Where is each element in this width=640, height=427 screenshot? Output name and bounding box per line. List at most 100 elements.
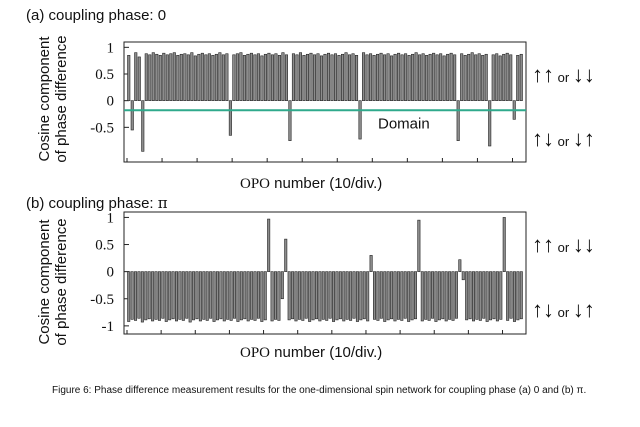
panel-a-bar bbox=[312, 54, 317, 101]
panel-b-bar bbox=[164, 271, 168, 322]
panel-a-bar bbox=[211, 55, 215, 101]
panel-b-bar bbox=[499, 271, 503, 320]
panel-b-bar bbox=[441, 271, 445, 320]
panel-a-bar bbox=[519, 53, 523, 101]
panel-a-xlabel-prefix: OPO bbox=[240, 176, 271, 192]
panel-a-bar bbox=[463, 55, 467, 101]
panel-b-bar bbox=[157, 271, 161, 321]
panel-b-bar bbox=[168, 271, 172, 321]
panel-b-bar bbox=[233, 271, 237, 319]
panel-b-title-prefix: (b) coupling phase: bbox=[26, 195, 158, 212]
panel-b-bar bbox=[413, 271, 417, 320]
panel-a-bar bbox=[221, 54, 225, 101]
panel-a-bar bbox=[305, 53, 310, 101]
up-up-arrows-icon: ↑↑ bbox=[532, 62, 554, 87]
panel-b-bar bbox=[475, 271, 479, 320]
panel-a-bar bbox=[397, 52, 401, 101]
panel-a-bar bbox=[141, 100, 145, 152]
panel-b-bar bbox=[451, 271, 455, 321]
panel-a-bar bbox=[372, 55, 376, 101]
panel-a-bar bbox=[263, 53, 267, 101]
panel-a-bar bbox=[351, 53, 355, 101]
panel-b-bar bbox=[311, 271, 315, 321]
panel-a-xlabel: OPO number (10/div.) bbox=[240, 175, 382, 193]
panel-b-bar bbox=[468, 271, 472, 320]
panel-a-bar bbox=[134, 52, 138, 101]
panel-a-bar bbox=[190, 52, 194, 101]
panel-a-bar bbox=[270, 54, 274, 101]
panel-a-bar bbox=[323, 53, 327, 101]
panel-b-bar bbox=[420, 271, 424, 322]
panel-a-bar bbox=[186, 54, 190, 101]
panel-b-bar bbox=[256, 271, 260, 319]
panel-b-bar bbox=[321, 271, 325, 320]
panel-a-bar bbox=[421, 53, 425, 101]
panel-b-bar bbox=[284, 238, 288, 272]
panel-a-bar bbox=[467, 53, 471, 101]
panel-a-bar bbox=[358, 100, 362, 140]
panel-b-bar bbox=[287, 271, 291, 321]
panel-a-bar bbox=[400, 54, 404, 101]
panel-b-bar bbox=[274, 271, 277, 320]
panel-b-ytick-label: -1 bbox=[102, 319, 115, 335]
panel-b-bar bbox=[454, 271, 458, 319]
panel-a-bar bbox=[137, 56, 141, 101]
panel-a-spin-parallel: ↑↑ or ↓↓ bbox=[532, 62, 595, 88]
down-up-arrows-icon: ↓↑ bbox=[572, 126, 595, 151]
panel-b-bar bbox=[386, 271, 390, 321]
panel-a-bar bbox=[491, 54, 495, 101]
panel-a-bar bbox=[355, 55, 359, 101]
panel-b-bar bbox=[154, 271, 158, 320]
panel-b-bar bbox=[437, 271, 441, 321]
panel-b-xlabel-suffix: number (10/div.) bbox=[270, 344, 383, 361]
panel-a-bar bbox=[481, 55, 485, 101]
or-label: or bbox=[557, 240, 570, 255]
panel-b-spin-parallel: ↑↑ or ↓↓ bbox=[532, 232, 595, 258]
panel-b-bar bbox=[345, 271, 349, 320]
panel-b-bar bbox=[325, 271, 329, 321]
panel-b-bar bbox=[209, 271, 213, 319]
panel-a-bar bbox=[165, 54, 169, 101]
panel-b-bar bbox=[127, 271, 131, 322]
panel-b-bar bbox=[144, 271, 148, 321]
panel-a-bar bbox=[365, 54, 369, 101]
panel-b-bar bbox=[185, 271, 189, 319]
panel-b-bar bbox=[181, 271, 185, 321]
panel-b-bar bbox=[502, 217, 506, 272]
panel-a-ytick-label: 0.5 bbox=[95, 67, 114, 83]
panel-b-ytick-label: 0.5 bbox=[95, 238, 114, 254]
panel-b-bar bbox=[246, 271, 250, 322]
panel-b-bar bbox=[434, 271, 438, 322]
panel-b-xlabel-prefix: OPO bbox=[240, 345, 271, 361]
panel-a-bar bbox=[172, 52, 176, 101]
panel-b-bar bbox=[338, 271, 342, 320]
panel-b-bar bbox=[427, 271, 431, 321]
panel-b-bar bbox=[362, 271, 366, 320]
panel-a-title: (a) coupling phase: 0 bbox=[26, 7, 166, 24]
panel-b-bar bbox=[130, 271, 134, 320]
panel-b-bar bbox=[390, 271, 394, 320]
panel-b-bar bbox=[472, 271, 475, 322]
panel-b-spin-antiparallel: ↑↓ or ↓↑ bbox=[532, 297, 595, 323]
panel-b-bar bbox=[297, 271, 301, 320]
panel-a-bar bbox=[340, 53, 345, 101]
panel-a-bar bbox=[348, 54, 352, 101]
panel-b-bar bbox=[308, 271, 312, 322]
panel-b-bar bbox=[519, 271, 523, 320]
panel-a-bar bbox=[509, 54, 513, 101]
panel-a-bar bbox=[316, 53, 320, 101]
panel-a-bar bbox=[127, 55, 131, 101]
panel-b-bar bbox=[291, 271, 295, 320]
panel-b-bar bbox=[332, 271, 336, 322]
panel-b-bar bbox=[516, 271, 520, 321]
panel-b-bar bbox=[403, 271, 407, 319]
panel-b-ytick-label: -0.5 bbox=[90, 292, 114, 308]
panel-b-bar bbox=[400, 271, 404, 321]
panel-a-bar bbox=[260, 55, 264, 101]
or-label: or bbox=[557, 70, 570, 85]
panel-b-bar bbox=[188, 271, 192, 323]
panel-b-bar bbox=[267, 218, 271, 272]
panel-a-bar bbox=[344, 52, 348, 101]
panel-b-bar bbox=[198, 271, 202, 322]
panel-a-bar bbox=[418, 54, 422, 101]
